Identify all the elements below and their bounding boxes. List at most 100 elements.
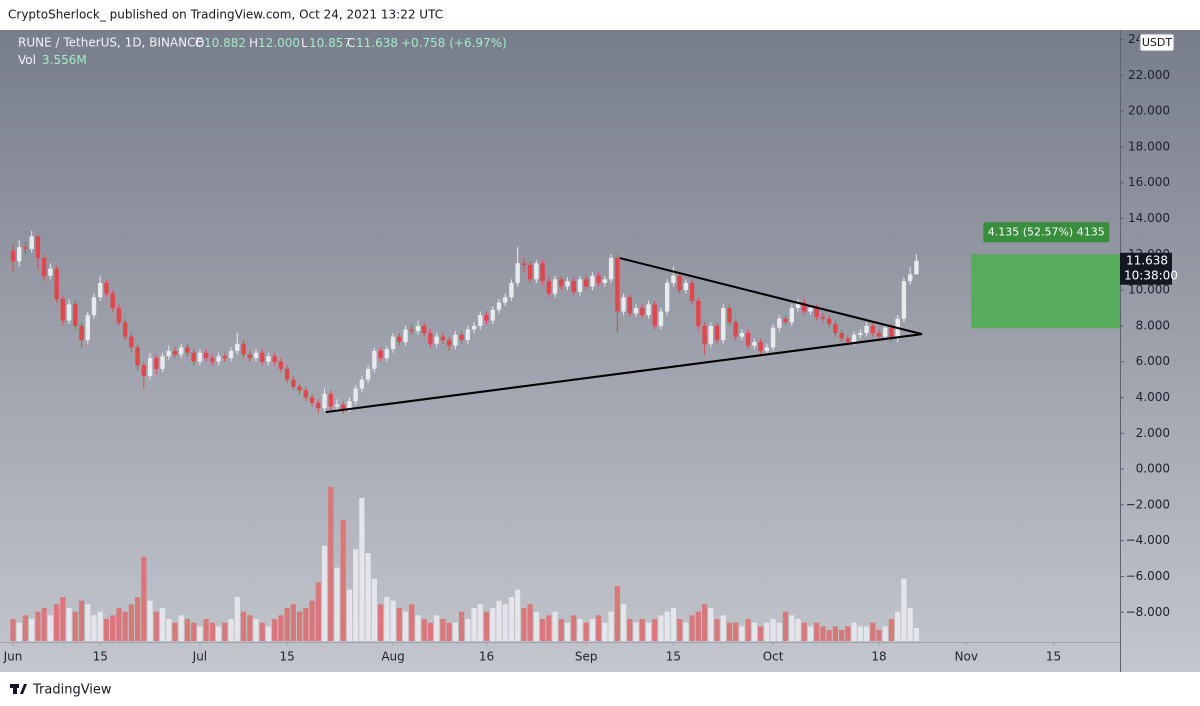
price-tag [1120, 252, 1172, 285]
candle-body [583, 279, 589, 287]
volume-bar [178, 615, 184, 641]
x-tick-label: Jun [3, 650, 23, 664]
candle-body [166, 350, 171, 357]
volume-bar [47, 615, 53, 641]
volume-bar [377, 604, 384, 641]
volume-bar [259, 622, 265, 641]
candle-body [546, 281, 552, 294]
volume-bar [508, 597, 515, 641]
candle-body [652, 304, 657, 326]
x-tick-label: Oct [763, 650, 784, 664]
volume-bar [409, 604, 415, 641]
candle-body [428, 333, 433, 344]
candle-body [54, 268, 59, 300]
candle-body [422, 325, 427, 334]
volume-bar [795, 619, 801, 641]
volume-bar [814, 622, 820, 641]
candle-body [833, 324, 838, 334]
volume-bar [396, 608, 402, 641]
volume-bar [334, 567, 340, 641]
volume-bar [633, 622, 639, 641]
candle-body [247, 354, 252, 359]
volume-bar [895, 611, 901, 641]
volume-bar [296, 611, 303, 641]
volume-bar [758, 626, 764, 641]
candle-body [808, 307, 813, 312]
volume-bar [683, 622, 689, 641]
volume-bar [564, 622, 571, 641]
candle-body [85, 315, 90, 341]
y-tick-label: −6.000 [1126, 569, 1170, 583]
candle-body [484, 315, 489, 321]
volume-bar [552, 611, 558, 641]
volume-bar [141, 556, 147, 641]
candle-body [210, 358, 215, 362]
candle-body [708, 325, 713, 344]
candle-body [185, 347, 190, 353]
candle-body [851, 334, 857, 342]
candle-body [291, 379, 296, 387]
candle-body [73, 304, 78, 326]
candle-body [179, 347, 184, 355]
volume-bar [839, 630, 845, 641]
candle-body [253, 352, 259, 359]
candle-body [777, 318, 782, 328]
x-tick-label: Jul [192, 650, 207, 664]
volume-bar [172, 622, 178, 641]
trendline [325, 333, 923, 414]
volume-bar [122, 611, 128, 641]
candle-body [826, 318, 832, 325]
volume-bar [216, 626, 222, 641]
y-tick-label: 6.000 [1136, 354, 1170, 368]
x-tick-label: Aug [381, 650, 404, 664]
candle-body [60, 299, 66, 321]
candle-body [764, 347, 770, 351]
volume-bar [54, 604, 60, 641]
candle-body [496, 302, 502, 310]
candle-body [471, 325, 477, 330]
candle-body [91, 297, 97, 316]
close-value: 11.638 [356, 36, 398, 50]
candle-body [235, 343, 240, 351]
candle-body [48, 268, 53, 276]
volume-bar [589, 619, 596, 641]
candle-body [341, 404, 346, 411]
volume-bar [390, 600, 396, 641]
volume-bar [490, 608, 496, 641]
volume-bar [670, 608, 677, 641]
volume-bar [751, 622, 758, 641]
measure-label: 4.135 (52.57%) 4135 [988, 225, 1105, 238]
volume-legend: Vol 3.556M [18, 53, 87, 67]
volume-bar [135, 597, 141, 641]
volume-bar [832, 626, 839, 641]
candle-body [696, 300, 701, 326]
volume-bar [689, 615, 695, 641]
open-label: O [195, 36, 204, 50]
volume-bar [770, 619, 776, 641]
y-tick-label: 16.000 [1128, 175, 1170, 189]
candle-body [10, 250, 16, 262]
candle-body [677, 275, 682, 291]
y-tick-label: 2.000 [1136, 426, 1170, 440]
volume-bar [820, 626, 826, 641]
volume-bar [733, 622, 739, 641]
volume-bar [664, 611, 670, 641]
volume-bar [309, 600, 315, 641]
change-value: +0.758 (+6.97%) [401, 36, 507, 50]
volume-bar [901, 578, 907, 641]
candle-body [770, 327, 776, 348]
candle-body [440, 336, 446, 341]
candle-body [577, 279, 583, 292]
volume-bar [159, 608, 166, 641]
plot-area: Jun 15 Jul 15 Aug 16 Sep 15 Oct 18 Nov 15 4.135 (52.… [3, 222, 1120, 664]
volume-bar [222, 622, 228, 641]
volume-bar [807, 626, 814, 641]
volume-bar [10, 619, 16, 641]
candle-body [197, 352, 203, 362]
y-tick-label: −4.000 [1126, 533, 1170, 547]
candle-body [802, 302, 807, 312]
volume-bar [110, 615, 116, 641]
candle-body [521, 263, 527, 266]
candle-body [914, 260, 919, 275]
